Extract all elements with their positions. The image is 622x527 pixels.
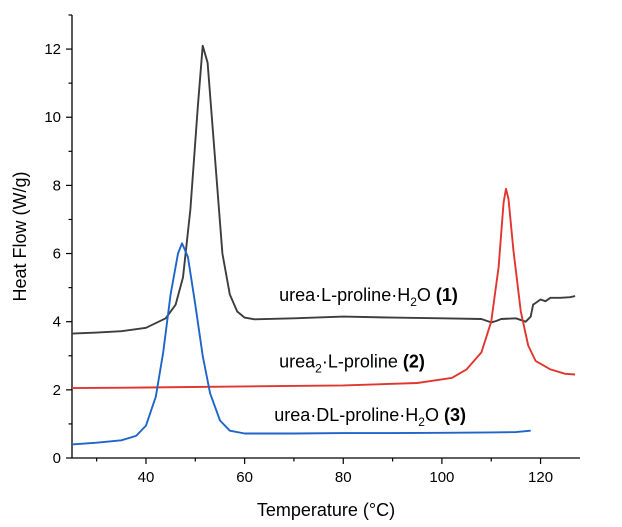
series-labels: urea·L-proline·H2O (1) urea2·L-proline (2…	[274, 285, 466, 429]
y-tick-label: 4	[53, 314, 61, 331]
x-tick-label: 40	[138, 469, 155, 486]
y-tick-label: 8	[53, 177, 61, 194]
series-line-2	[71, 187, 576, 390]
y-axis-title: Heat Flow (W/g)	[10, 171, 30, 301]
y-tick-label: 12	[44, 41, 61, 58]
series-label-3: urea·DL-proline·H2O (3)	[274, 405, 466, 429]
series-line-3	[71, 242, 531, 446]
x-tick-label: 100	[429, 469, 454, 486]
series-label-2: urea2·L-proline (2)	[279, 352, 425, 376]
x-tick-label: 60	[236, 469, 253, 486]
y-tick-label: 2	[53, 382, 61, 399]
x-tick-label: 80	[335, 469, 352, 486]
series-layer	[71, 44, 576, 446]
y-tick-label: 6	[53, 246, 61, 263]
x-axis-title: Temperature (°C)	[257, 500, 395, 520]
x-tick-label: 120	[528, 469, 553, 486]
y-tick-label: 0	[53, 450, 61, 467]
axes: 40 60 80 100 120 0 2 4 6 8 10 12	[44, 14, 580, 486]
series-label-1: urea·L-proline·H2O (1)	[279, 285, 458, 309]
y-tick-label: 10	[44, 109, 61, 126]
series-line-1	[71, 44, 576, 335]
